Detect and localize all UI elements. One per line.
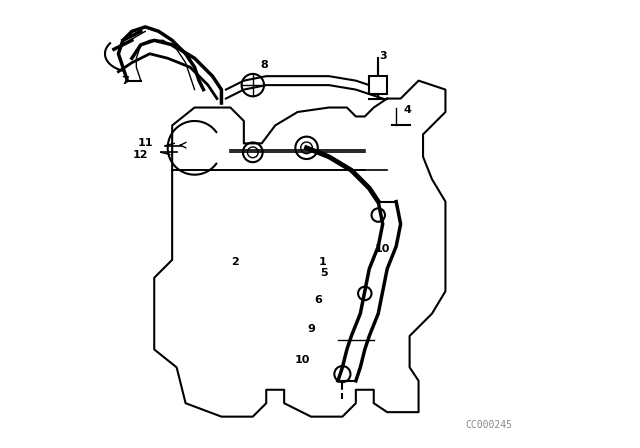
Text: 12: 12 (133, 150, 148, 159)
Text: 5: 5 (321, 268, 328, 278)
Text: 9: 9 (307, 324, 315, 334)
Text: 1: 1 (318, 257, 326, 267)
Text: 10: 10 (375, 244, 390, 254)
Text: 3: 3 (380, 51, 387, 61)
Text: 10: 10 (294, 355, 310, 365)
FancyBboxPatch shape (369, 76, 387, 94)
Text: 8: 8 (260, 60, 268, 70)
Text: 4: 4 (403, 105, 412, 115)
Text: 11: 11 (138, 138, 153, 148)
Text: 6: 6 (314, 295, 322, 305)
Text: 7: 7 (121, 76, 129, 86)
Text: CC000245: CC000245 (466, 420, 513, 430)
Text: 2: 2 (231, 257, 239, 267)
